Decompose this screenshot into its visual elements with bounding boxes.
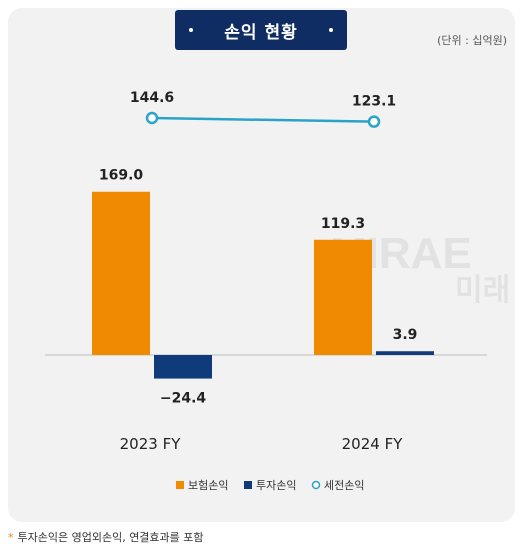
data-label: 123.1 [352, 94, 396, 110]
legend-label: 투자손익 [256, 479, 296, 492]
legend-swatch [244, 481, 252, 489]
legend-swatch [176, 481, 184, 489]
bar-investment [376, 351, 434, 355]
chart-title-box: 손익 현황 [175, 10, 347, 50]
data-label: 144.6 [130, 90, 174, 106]
bar-insurance [92, 191, 150, 355]
unit-label: (단위 : 십억원) [437, 34, 507, 47]
bar-investment [154, 355, 212, 379]
x-tick-label: 2024 FY [342, 435, 404, 453]
data-label: −24.4 [160, 391, 207, 407]
legend-label: 세전손익 [324, 479, 364, 492]
bar-insurance [314, 239, 372, 355]
footnote: * 투자손익은 영업외손익, 연결효과를 포함 [8, 529, 204, 545]
chart-title: 손익 현황 [224, 22, 298, 43]
legend-swatch [311, 480, 321, 490]
title-dot-right [329, 28, 333, 32]
pretax-point [367, 115, 381, 128]
pretax-point [145, 111, 159, 125]
legend-label: 보험손익 [188, 479, 228, 492]
pretax-line [151, 116, 375, 123]
data-label: 169.0 [99, 168, 144, 184]
data-label: 3.9 [393, 327, 418, 343]
footnote-text: 투자손익은 영업외손익, 연결효과를 포함 [17, 531, 204, 544]
title-dot-left [189, 28, 193, 32]
watermark-text: 미래 [455, 273, 510, 308]
data-label: 119.3 [321, 216, 365, 232]
x-tick-label: 2023 FY [120, 435, 182, 453]
footnote-star: * [8, 531, 14, 544]
